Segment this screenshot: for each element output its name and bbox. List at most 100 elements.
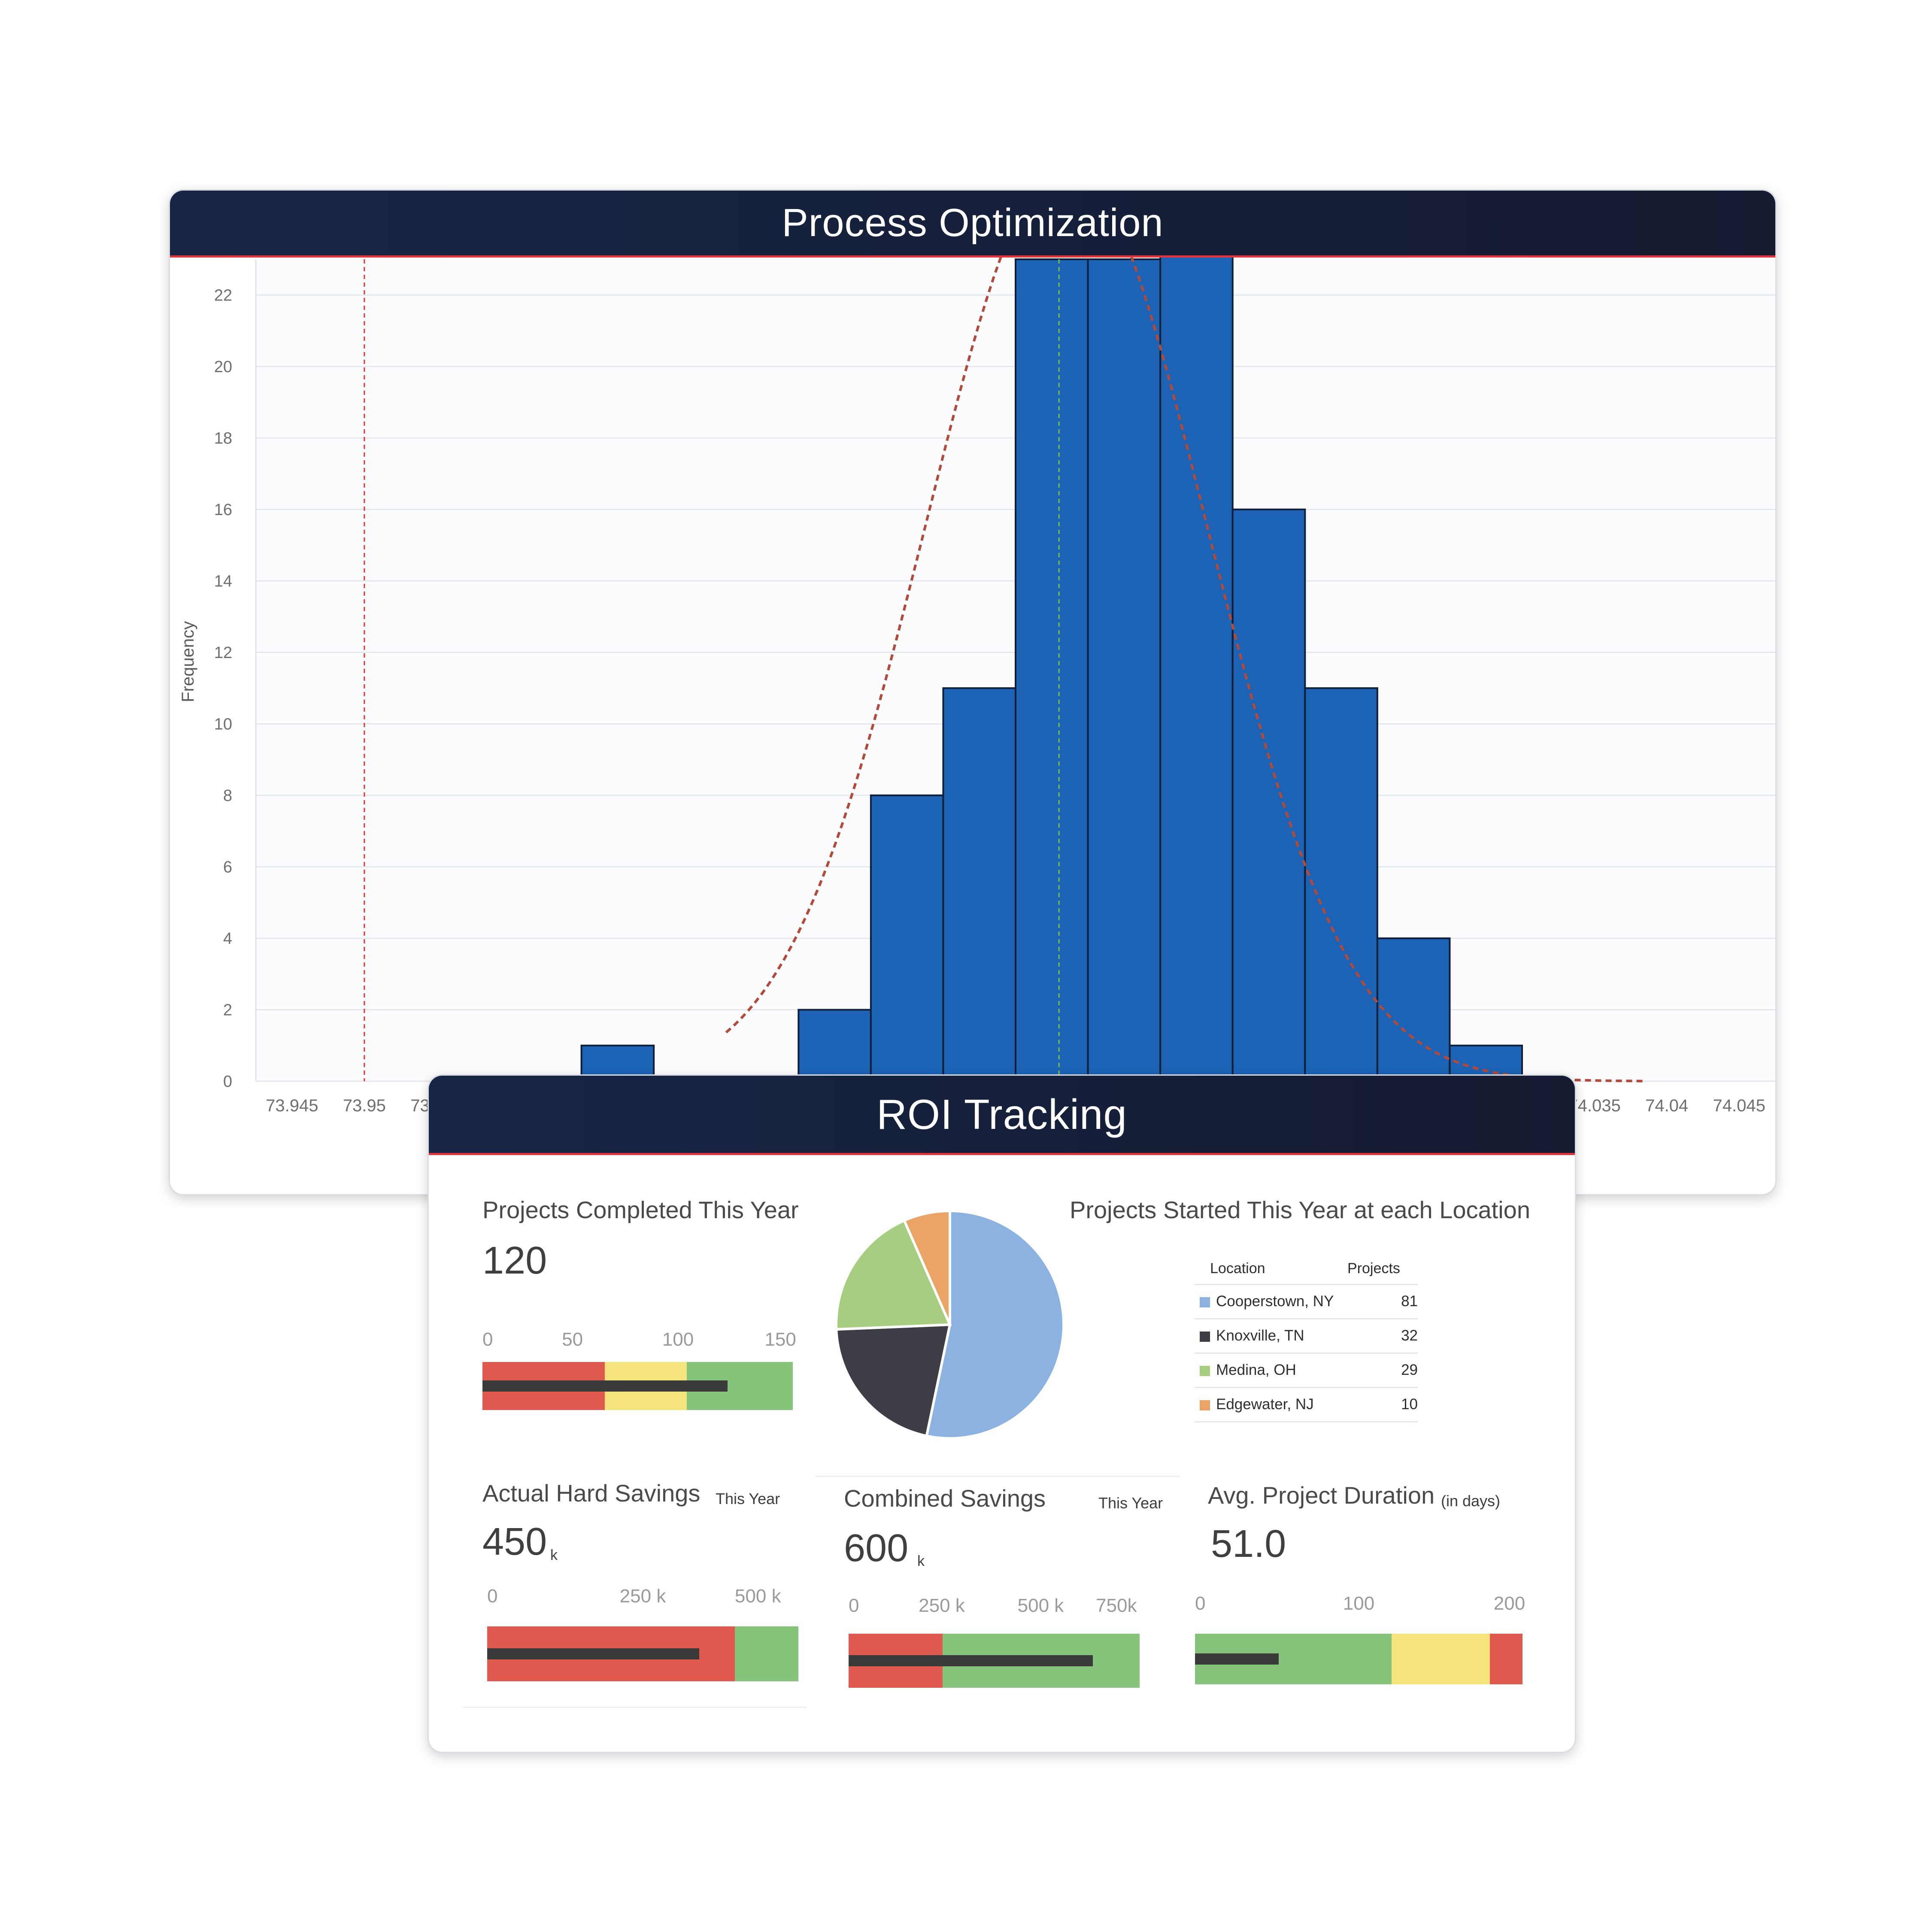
combined-savings-period: This Year: [1098, 1494, 1163, 1512]
x-tick-label: 74.035: [1568, 1096, 1620, 1115]
projects-by-location-pie: [835, 1209, 1065, 1440]
histogram-bar: [1087, 258, 1162, 1082]
bullet-band: [734, 1626, 798, 1681]
location-row: Knoxville, TN 32: [1195, 1318, 1418, 1354]
pie-slice: [902, 1209, 951, 1325]
histogram-bar: [798, 1009, 872, 1083]
projects-completed-bullet: [482, 1362, 793, 1410]
legend-swatch: [1200, 1366, 1210, 1376]
combined-savings-title: Combined Savings: [844, 1485, 1046, 1512]
section-divider: [463, 1707, 807, 1708]
y-axis-label: Frequency: [179, 621, 197, 702]
scale-tick-label: 100: [1343, 1593, 1375, 1614]
location-name: Knoxville, TN: [1216, 1327, 1304, 1344]
process-optimization-header: Process Optimization: [170, 191, 1775, 255]
y-tick-label: 20: [214, 358, 232, 376]
histogram-bar: [1304, 687, 1378, 1083]
section-divider: [815, 1476, 1180, 1477]
location-column-header: Location: [1210, 1260, 1265, 1277]
x-tick-label: 74.045: [1713, 1096, 1765, 1115]
projects-by-location-title: Projects Started This Year at each Locat…: [1070, 1196, 1530, 1223]
location-project-count: 10: [1401, 1396, 1418, 1413]
x-tick-label: 73.945: [266, 1096, 318, 1115]
pie-slice: [835, 1219, 952, 1331]
legend-swatch: [1200, 1297, 1210, 1307]
hard-savings-title: Actual Hard Savings: [482, 1480, 701, 1507]
roi-tracking-card: ROI Tracking Projects Completed This Yea…: [428, 1074, 1576, 1753]
histogram-bar: [870, 794, 944, 1083]
scale-tick-label: 50: [562, 1329, 583, 1350]
pie-slice: [835, 1323, 952, 1438]
location-row: Cooperstown, NY 81: [1195, 1284, 1418, 1319]
projects-completed-value: 120: [482, 1239, 547, 1282]
avg-duration-bullet: [1195, 1634, 1523, 1684]
scale-tick-label: 150: [764, 1329, 796, 1350]
location-project-count: 29: [1401, 1362, 1418, 1378]
location-project-count: 32: [1401, 1327, 1418, 1344]
table-bottom-border: [1195, 1421, 1418, 1422]
y-tick-label: 2: [223, 1001, 232, 1019]
avg-duration-qualifier: (in days): [1441, 1492, 1501, 1510]
x-tick-label: 74.04: [1645, 1096, 1688, 1115]
histogram-bar: [1376, 937, 1451, 1083]
y-tick-label: 6: [223, 858, 232, 876]
projects-completed-title: Projects Completed This Year: [482, 1196, 799, 1223]
location-project-count: 81: [1401, 1293, 1418, 1310]
y-tick-label: 10: [214, 715, 232, 733]
histogram-bar: [1231, 508, 1306, 1083]
scale-tick-label: 500 k: [734, 1586, 781, 1607]
bullet-band: [1489, 1634, 1523, 1684]
scale-tick-label: 250 k: [619, 1586, 666, 1607]
hard-savings-value: 450: [482, 1520, 547, 1563]
histogram-bar: [1159, 191, 1234, 1082]
x-tick-label: 73.95: [343, 1096, 386, 1115]
legend-swatch: [1200, 1400, 1210, 1410]
scale-tick-label: 250 k: [919, 1595, 965, 1616]
y-tick-label: 14: [214, 572, 232, 590]
combined-savings-bullet: [849, 1634, 1140, 1688]
projects-column-header: Projects: [1347, 1260, 1400, 1277]
bullet-measure-bar: [849, 1655, 1093, 1666]
hard-savings-unit: k: [550, 1547, 558, 1563]
scale-tick-label: 0: [1195, 1593, 1206, 1614]
scale-tick-label: 0: [849, 1595, 859, 1616]
process-optimization-title: Process Optimization: [782, 201, 1164, 245]
location-name: Medina, OH: [1216, 1362, 1296, 1378]
avg-duration-title: Avg. Project Duration: [1208, 1482, 1435, 1509]
bullet-band: [1391, 1634, 1490, 1684]
scale-tick-label: 0: [487, 1586, 498, 1607]
roi-tracking-title: ROI Tracking: [877, 1090, 1127, 1138]
bullet-measure-bar: [487, 1648, 700, 1659]
histogram-bar: [942, 687, 1017, 1083]
scale-tick-label: 200: [1493, 1593, 1526, 1614]
hard-savings-bullet: [487, 1626, 798, 1681]
histogram-bar: [1015, 258, 1089, 1082]
hard-savings-period: This Year: [716, 1490, 780, 1507]
location-name: Edgewater, NJ: [1216, 1396, 1314, 1413]
avg-duration-value: 51.0: [1211, 1523, 1286, 1565]
y-tick-label: 22: [214, 286, 232, 304]
y-tick-label: 8: [223, 787, 232, 805]
process-optimization-card: 0 2 4 6 8 10 12 14 16 18 20 22 Frequency 73.945 73.95 7…: [169, 189, 1777, 1195]
location-row: Medina, OH 29: [1195, 1353, 1418, 1388]
combined-savings-value: 600: [844, 1527, 909, 1570]
scale-tick-label: 500 k: [1017, 1595, 1064, 1616]
bullet-measure-bar: [1195, 1653, 1279, 1665]
roi-tracking-header: ROI Tracking: [429, 1076, 1575, 1153]
location-name: Cooperstown, NY: [1216, 1293, 1334, 1310]
y-tick-label: 0: [223, 1073, 232, 1091]
y-tick-label: 18: [214, 429, 232, 447]
scale-tick-label: 100: [662, 1329, 694, 1350]
header-accent-line: [429, 1153, 1575, 1155]
legend-swatch: [1200, 1331, 1210, 1342]
pie-slice: [925, 1209, 1065, 1440]
bullet-measure-bar: [482, 1380, 728, 1392]
header-accent-line: [170, 255, 1775, 258]
y-tick-label: 4: [223, 930, 232, 948]
location-row: Edgewater, NJ 10: [1195, 1387, 1418, 1422]
histogram-chart: 0 2 4 6 8 10 12 14 16 18 20 22 Frequency 73.945 73.95 7…: [179, 191, 1775, 1115]
combined-savings-unit: k: [917, 1553, 925, 1569]
scale-tick-label: 0: [482, 1329, 493, 1350]
y-tick-label: 16: [214, 501, 232, 519]
y-tick-label: 12: [214, 644, 232, 662]
